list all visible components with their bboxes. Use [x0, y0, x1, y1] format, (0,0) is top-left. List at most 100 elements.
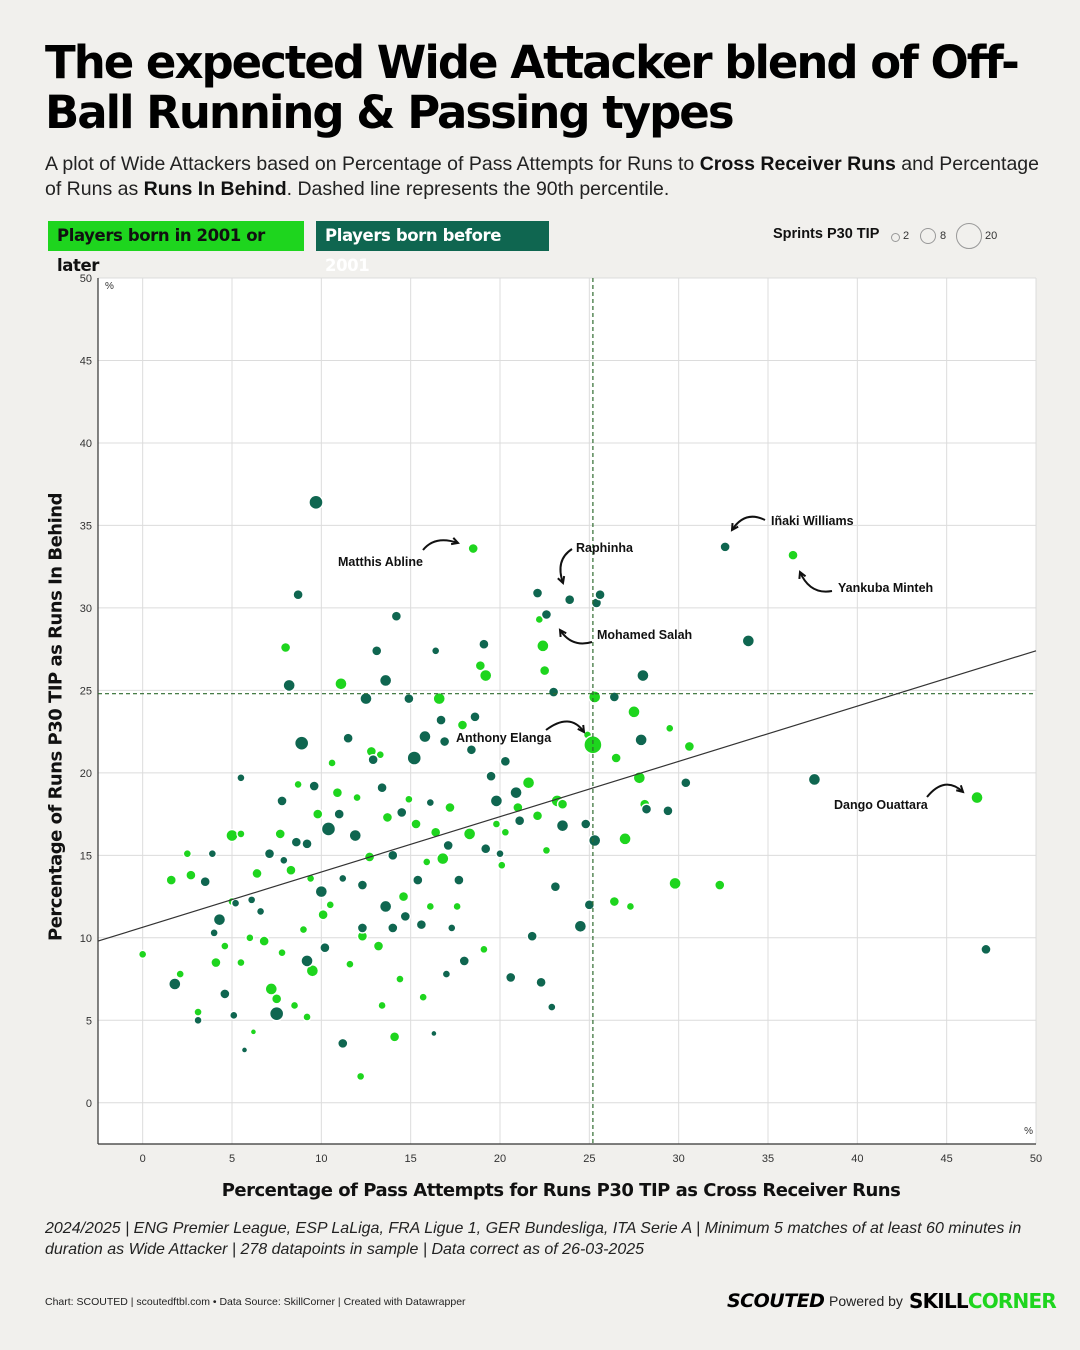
x-tick-label: 35	[762, 1153, 774, 1165]
data-point-young	[210, 956, 222, 969]
data-point-old	[580, 818, 592, 830]
data-point-old	[338, 873, 348, 884]
data-point-old	[719, 541, 731, 553]
data-point-young	[175, 969, 185, 979]
x-tick-label: 45	[941, 1153, 953, 1165]
data-point-old	[453, 874, 465, 886]
x-tick-label: 15	[405, 1153, 417, 1165]
data-point-young	[422, 857, 432, 867]
data-point-old	[549, 880, 562, 893]
data-point-old	[547, 686, 560, 698]
data-point-old	[308, 494, 324, 511]
x-axis-label: Percentage of Pass Attempts for Runs P30…	[221, 1180, 901, 1201]
data-point-old	[193, 1015, 203, 1025]
data-point-old	[229, 1010, 239, 1021]
data-point-old	[356, 922, 369, 934]
data-point-young	[258, 935, 270, 947]
data-point-old	[390, 610, 403, 622]
data-point-old	[320, 821, 337, 837]
subtitle-part: and Percentage of Runs as	[45, 153, 1039, 200]
data-point-old	[348, 828, 362, 843]
data-point-old	[425, 797, 436, 808]
data-point-old	[415, 918, 428, 931]
data-point-young	[432, 691, 446, 706]
data-point-old	[337, 1037, 349, 1050]
data-point-old	[480, 843, 492, 855]
data-point-old	[540, 608, 553, 621]
subtitle-part: A plot of Wide Attackers based on Percen…	[45, 153, 700, 175]
y-tick-label: 10	[80, 933, 92, 945]
data-point-young	[245, 933, 255, 943]
data-point-old	[435, 714, 447, 726]
data-point-old	[583, 899, 596, 911]
data-point-old	[636, 668, 650, 683]
data-point-old	[378, 899, 393, 914]
data-point-old	[442, 839, 454, 852]
annotation-arrow	[799, 571, 833, 593]
data-point-young	[312, 808, 324, 820]
data-point-old	[594, 589, 606, 601]
data-point-old	[276, 795, 288, 807]
data-point-young	[583, 735, 603, 755]
data-point-old	[168, 977, 182, 991]
data-point-old	[300, 954, 314, 968]
data-point-old	[301, 838, 313, 850]
data-point-old	[526, 930, 538, 942]
plot-area	[98, 278, 1036, 1144]
data-point-young	[479, 944, 489, 955]
y-tick-label: 0	[86, 1098, 92, 1110]
data-point-young	[325, 900, 335, 910]
data-point-old	[505, 971, 517, 984]
annotation-arrowhead	[798, 570, 807, 580]
data-point-young	[331, 786, 344, 799]
legend-young: Players born in 2001 or later	[48, 221, 304, 275]
data-point-young	[418, 992, 428, 1002]
size-legend-large-circle	[956, 223, 982, 249]
data-point-young	[236, 957, 246, 968]
y-tick-label: 30	[80, 603, 92, 615]
data-point-old	[367, 753, 379, 766]
annotation-label: Anthony Elanga	[456, 731, 552, 745]
size-legend-medium-circle	[920, 228, 936, 244]
subtitle-part: . Dashed line represents the 90th percen…	[286, 178, 670, 200]
data-point-young	[610, 752, 622, 764]
data-point-young	[627, 705, 641, 719]
data-point-young	[410, 818, 422, 830]
x-unit-label: %	[1024, 1126, 1033, 1137]
y-tick-label: 45	[80, 355, 92, 367]
annotation-arrow	[422, 539, 459, 551]
annotation-arrowhead	[730, 522, 739, 532]
y-tick-label: 20	[80, 768, 92, 780]
y-tick-label: 25	[80, 685, 92, 697]
y-axis-label: Percentage of Runs P30 TIP as Runs In Be…	[45, 493, 67, 941]
annotation-arrowhead	[955, 785, 965, 794]
data-point-old	[387, 922, 399, 934]
footnote: 2024/2025 | ENG Premier League, ESP LaLi…	[45, 1220, 1022, 1258]
data-point-old	[308, 780, 320, 792]
data-point-old	[485, 770, 497, 782]
data-point-old	[314, 884, 329, 899]
data-point-old	[406, 750, 422, 766]
data-point-young	[404, 794, 414, 804]
data-point-old	[359, 691, 373, 706]
data-point-old	[209, 928, 219, 938]
data-point-old	[438, 735, 451, 748]
skill-text: SKILL	[909, 1289, 969, 1313]
annotation-arrowhead	[558, 628, 567, 638]
powered-by-text: Powered by	[829, 1293, 903, 1309]
data-point-young	[536, 639, 550, 653]
data-point-old	[587, 833, 602, 848]
data-point-young	[474, 659, 487, 672]
data-point-young	[220, 941, 230, 951]
data-point-old	[430, 646, 441, 656]
data-point-old	[495, 848, 505, 859]
data-point-old	[199, 876, 211, 888]
data-point-old	[396, 806, 408, 819]
data-point-old	[980, 943, 992, 956]
data-point-old	[469, 711, 481, 723]
data-point-old	[378, 673, 393, 688]
data-point-young	[970, 790, 984, 805]
data-point-old	[279, 855, 289, 865]
size-legend-small-circle	[891, 233, 900, 242]
